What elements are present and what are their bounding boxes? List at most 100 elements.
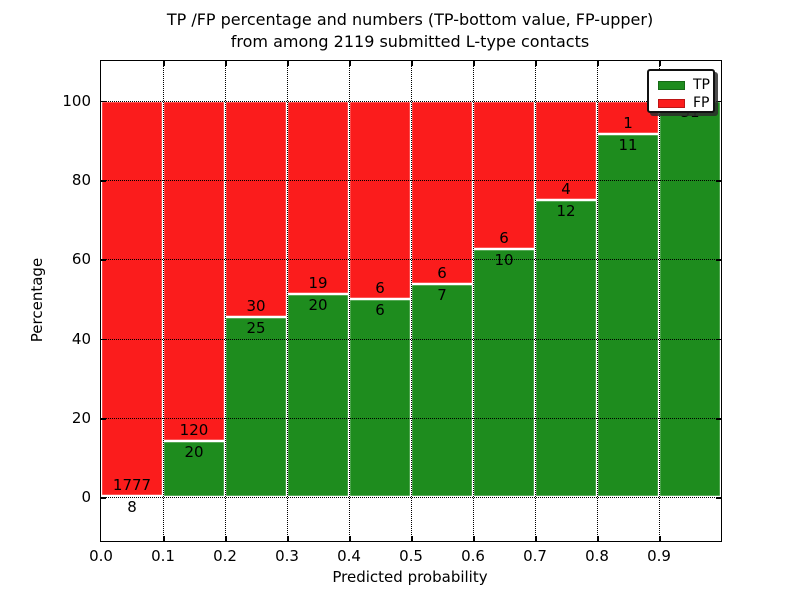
- horizontal-gridline: [101, 418, 721, 420]
- y-tick-mark: [101, 259, 106, 261]
- x-tick-label: 0.3: [275, 547, 299, 565]
- x-tick-label: 0.8: [585, 547, 609, 565]
- x-tick-mark: [349, 61, 351, 66]
- y-tick-mark: [101, 418, 106, 420]
- x-tick-mark: [659, 536, 661, 541]
- bar-segment-fp: [163, 100, 225, 441]
- bar-segment-tp: [659, 100, 721, 498]
- bar-segment-fp: [411, 100, 473, 284]
- horizontal-gridline: [101, 338, 721, 340]
- bar-segment-fp: [535, 100, 597, 200]
- y-tick-label: 100: [62, 91, 91, 110]
- tp-count-label: 25: [246, 319, 266, 338]
- bar-segment-tp: [349, 299, 411, 498]
- fp-count-label: 19: [308, 273, 328, 292]
- tp-count-label: 12: [556, 201, 576, 220]
- chart-title-line1: TP /FP percentage and numbers (TP-bottom…: [166, 10, 654, 29]
- legend-entry-tp: TP: [649, 77, 713, 93]
- y-tick-mark: [716, 100, 721, 103]
- x-tick-mark: [225, 61, 227, 66]
- x-tick-label: 0.4: [337, 547, 361, 565]
- fp-count-label: 120: [179, 420, 209, 439]
- y-tick-label: 40: [71, 329, 91, 348]
- vertical-gridline: [597, 61, 598, 541]
- x-tick-mark: [163, 61, 165, 66]
- y-tick-label: 0: [81, 488, 91, 507]
- x-tick-label: 0.7: [523, 547, 547, 565]
- x-tick-label: 0.0: [89, 547, 113, 565]
- bar-segment-tp: [411, 283, 473, 498]
- vertical-gridline: [659, 61, 660, 541]
- chart-title: TP /FP percentage and numbers (TP-bottom…: [100, 9, 720, 53]
- bar-segment-tp: [225, 317, 287, 498]
- tp-count-label: 10: [494, 251, 514, 270]
- bar-segment-fp: [287, 100, 349, 294]
- fp-count-label: 6: [437, 263, 447, 282]
- bar-segment-fp: [101, 100, 163, 496]
- x-tick-mark: [287, 536, 289, 541]
- fp-count-label: 1: [623, 113, 633, 132]
- vertical-gridline: [411, 61, 412, 541]
- y-tick-mark: [716, 259, 721, 261]
- legend: TP FP: [647, 69, 715, 113]
- fp-count-label: 4: [561, 179, 571, 198]
- bar-segment-fp: [225, 100, 287, 318]
- fp-count-label: 30: [246, 297, 266, 316]
- y-tick-mark: [101, 338, 106, 341]
- bar-segment-tp: [101, 495, 163, 498]
- tp-count-label: 8: [127, 497, 137, 516]
- y-tick-label: 80: [71, 171, 91, 189]
- horizontal-gridline: [101, 100, 721, 102]
- x-tick-mark: [597, 536, 599, 541]
- bar-segment-tp: [163, 440, 225, 498]
- y-tick-mark: [716, 497, 721, 499]
- plot-area: 1777812020302519206667610412111310.00.10…: [62, 60, 722, 565]
- vertical-gridline: [225, 61, 226, 541]
- x-tick-mark: [659, 61, 661, 66]
- vertical-gridline: [535, 61, 536, 541]
- legend-entry-fp: FP: [649, 95, 713, 111]
- x-tick-mark: [411, 61, 413, 66]
- tp-count-label: 20: [308, 295, 328, 314]
- y-tick-mark: [101, 497, 106, 499]
- x-tick-mark: [411, 536, 413, 541]
- y-tick-mark: [716, 180, 721, 182]
- chart-title-line2: from among 2119 submitted L-type contact…: [230, 32, 590, 51]
- y-tick-mark: [101, 180, 106, 182]
- x-tick-mark: [473, 61, 475, 66]
- y-tick-mark: [716, 338, 721, 341]
- x-tick-label: 0.6: [461, 547, 485, 565]
- tp-count-label: 20: [184, 442, 204, 461]
- x-tick-mark: [287, 61, 289, 66]
- legend-swatch-fp: [658, 98, 685, 108]
- vertical-gridline: [287, 61, 288, 541]
- bar-segment-fp: [473, 100, 535, 250]
- horizontal-gridline: [101, 259, 721, 261]
- y-tick-label: 60: [71, 250, 91, 269]
- vertical-gridline: [349, 61, 350, 541]
- x-tick-mark: [535, 536, 537, 541]
- x-tick-mark: [473, 536, 475, 541]
- horizontal-gridline: [101, 497, 721, 499]
- y-tick-mark: [716, 418, 721, 420]
- bar-segment-tp: [597, 133, 659, 498]
- bar-segment-tp: [535, 199, 597, 498]
- fp-count-label: 1777: [112, 475, 152, 494]
- x-tick-label: 0.1: [151, 547, 175, 565]
- tp-count-label: 11: [618, 135, 638, 154]
- bar-segment-tp: [473, 249, 535, 498]
- x-tick-mark: [597, 61, 599, 66]
- y-axis-label: Percentage: [28, 257, 46, 343]
- legend-swatch-tp: [658, 80, 685, 90]
- x-tick-label: 0.2: [213, 547, 237, 565]
- y-tick-mark: [101, 100, 106, 103]
- tp-count-label: 7: [437, 285, 447, 304]
- fp-count-label: 6: [375, 279, 385, 298]
- y-tick-label: 20: [71, 409, 91, 428]
- vertical-gridline: [473, 61, 474, 541]
- x-tick-mark: [349, 536, 351, 541]
- bar-segment-fp: [349, 100, 411, 299]
- vertical-gridline: [163, 61, 164, 541]
- x-tick-label: 0.5: [399, 547, 423, 565]
